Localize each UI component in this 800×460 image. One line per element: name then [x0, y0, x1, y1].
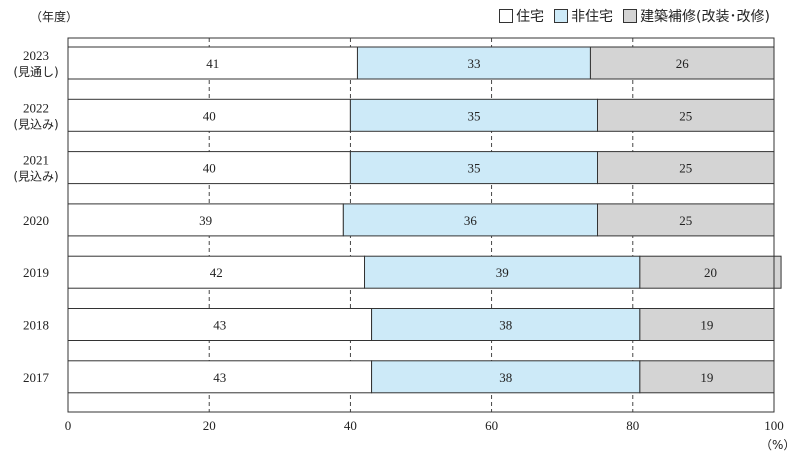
legend-swatch-repair — [623, 9, 638, 23]
legend-item-housing: 住宅 — [499, 6, 544, 26]
bar-segment-2020-1 — [342, 203, 598, 237]
data-label-2018-1: 38 — [499, 318, 512, 333]
data-label-2019-2: 20 — [704, 265, 717, 280]
legend-swatch-housing — [499, 9, 514, 23]
bar-segment-2021-2 — [597, 151, 775, 185]
data-label-2019-1: 39 — [496, 265, 509, 280]
data-label-2021-1: 35 — [467, 161, 480, 176]
category-sublabel-2021: (見込み) — [13, 170, 58, 184]
bar-segment-2023-2 — [589, 46, 775, 80]
category-label-2020: 2020 — [23, 213, 49, 228]
data-label-2018-0: 43 — [213, 318, 226, 333]
data-label-2023-1: 33 — [467, 56, 480, 71]
bar-segment-2019-2 — [639, 255, 782, 289]
bar-segment-2021-1 — [349, 151, 598, 185]
x-tick-label-100: 100 — [764, 418, 784, 433]
data-label-2022-0: 40 — [203, 108, 216, 123]
data-label-2018-2: 19 — [700, 318, 713, 333]
legend-label-nonhousing: 非住宅 — [571, 9, 614, 25]
data-label-2022-2: 25 — [679, 108, 692, 123]
bar-segment-2020-0 — [67, 203, 344, 237]
data-label-2017-2: 19 — [700, 370, 713, 385]
bar-segment-2023-1 — [356, 46, 591, 80]
category-sublabel-2022: (見込み) — [13, 117, 58, 131]
category-label-2017: 2017 — [23, 370, 50, 385]
legend-swatch-nonhousing — [554, 9, 569, 23]
data-label-2017-1: 38 — [499, 370, 512, 385]
data-label-2020-1: 36 — [464, 213, 478, 228]
legend-label-housing: 住宅 — [516, 9, 545, 25]
category-label-2023: 2023 — [23, 48, 49, 63]
bar-segment-2018-0 — [67, 308, 373, 341]
bar-segment-2018-1 — [371, 308, 641, 341]
category-sublabel-2023: (見通し) — [13, 65, 58, 79]
data-label-2021-0: 40 — [203, 161, 216, 176]
category-label-2019: 2019 — [23, 265, 49, 280]
data-label-2022-1: 35 — [467, 108, 480, 123]
x-tick-label-20: 20 — [203, 418, 216, 433]
data-label-2019-0: 42 — [210, 265, 223, 280]
category-label-2018: 2018 — [23, 318, 49, 333]
plot-frame — [67, 37, 775, 413]
legend-item-nonhousing: 非住宅 — [554, 6, 613, 26]
data-label-2021-2: 25 — [679, 161, 692, 176]
bar-segment-2021-0 — [67, 151, 351, 185]
x-axis-unit: （%） — [760, 438, 796, 452]
legend-item-repair: 建築補修(改装･改修) — [623, 6, 770, 26]
data-label-2023-2: 26 — [676, 56, 690, 71]
x-tick-label-80: 80 — [626, 418, 639, 433]
bar-segment-2017-2 — [639, 360, 775, 394]
legend: 住宅 非住宅 建築補修(改装･改修) — [499, 6, 770, 26]
category-label-2021: 2021 — [23, 153, 49, 168]
x-tick-label-60: 60 — [485, 418, 498, 433]
data-label-2017-0: 43 — [213, 370, 226, 385]
data-label-2020-0: 39 — [199, 213, 212, 228]
x-tick-label-40: 40 — [344, 418, 357, 433]
legend-label-repair: 建築補修(改装･改修) — [640, 9, 770, 25]
x-tick-label-0: 0 — [65, 418, 72, 433]
category-label-2022: 2022 — [23, 100, 49, 115]
data-label-2020-2: 25 — [679, 213, 692, 228]
bar-segment-2022-2 — [597, 98, 775, 132]
y-axis-unit: （年度） — [30, 10, 79, 24]
bar-segment-2018-2 — [639, 308, 775, 341]
data-label-2023-0: 41 — [206, 56, 219, 71]
